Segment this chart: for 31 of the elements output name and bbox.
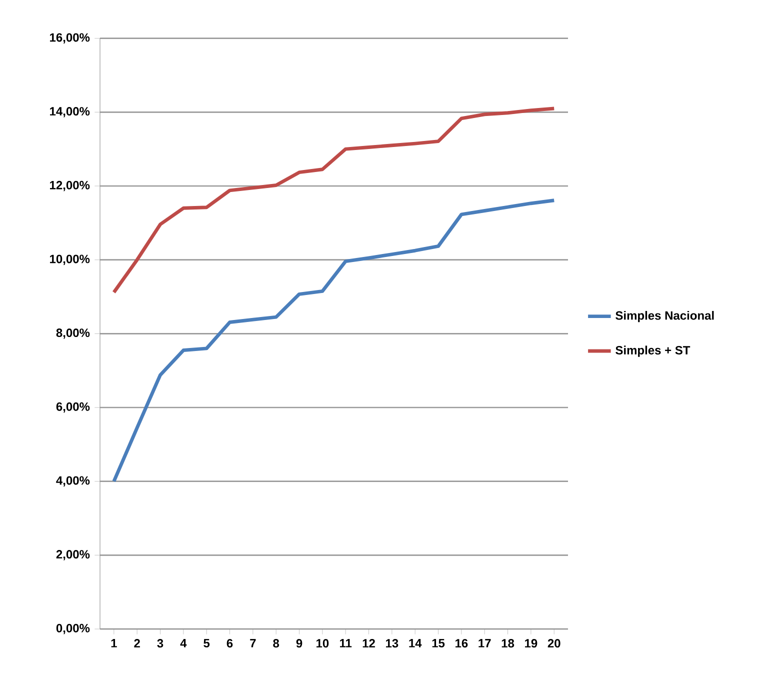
x-tick-label: 15 (432, 639, 445, 648)
x-tick-label: 13 (386, 639, 398, 648)
x-tick-label: 6 (226, 639, 233, 648)
x-tick-label: 16 (456, 639, 468, 648)
y-tick-label: 12,00% (50, 180, 90, 192)
x-tick-label: 9 (296, 639, 302, 648)
legend-label: Simples Nacional (616, 310, 714, 322)
y-tick-label: 10,00% (50, 254, 90, 265)
x-tick-label: 12 (362, 639, 375, 648)
x-tick-label: 18 (502, 639, 514, 648)
y-tick-label: 8,00% (56, 328, 90, 339)
x-tick-label: 7 (250, 639, 256, 648)
x-tick-label: 14 (409, 639, 422, 648)
x-tick-label: 4 (180, 639, 187, 648)
y-tick-label: 2,00% (56, 550, 90, 560)
y-tick-label: 6,00% (56, 402, 90, 413)
x-tick-label: 17 (478, 639, 491, 648)
y-tick-label: 4,00% (56, 476, 90, 486)
x-tick-label: 10 (316, 639, 329, 648)
legend-label: Simples + ST (616, 346, 690, 357)
x-tick-label: 2 (134, 639, 140, 648)
x-tick-label: 3 (157, 639, 164, 648)
x-tick-label: 19 (525, 639, 538, 648)
y-tick-label: 16,00% (50, 33, 90, 44)
x-tick-label: 11 (340, 639, 352, 648)
y-tick-label: 14,00% (50, 107, 90, 118)
y-tick-label: 0,00% (56, 624, 90, 634)
x-tick-label: 1 (111, 639, 117, 648)
x-tick-label: 20 (548, 639, 560, 648)
x-tick-label: 8 (273, 639, 280, 648)
x-tick-label: 5 (204, 639, 210, 648)
